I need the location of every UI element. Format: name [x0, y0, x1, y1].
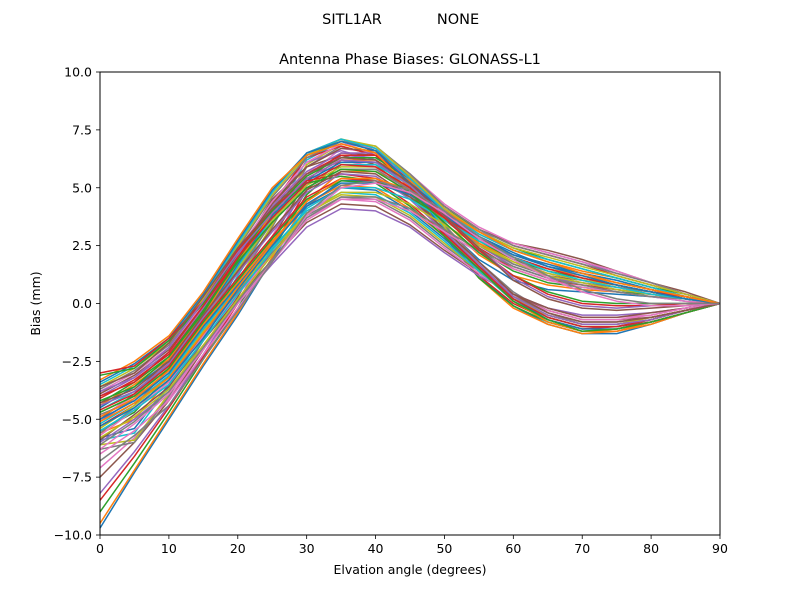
x-tick-label: 90 [712, 541, 728, 556]
series-line [99, 180, 720, 462]
x-tick-label: 60 [505, 541, 521, 556]
x-tick-label: 10 [161, 541, 177, 556]
y-tick-label: 5.0 [72, 180, 92, 195]
chart-title: Antenna Phase Biases: GLONASS-L1 [279, 52, 541, 68]
y-tick-label: −7.5 [62, 470, 92, 485]
x-tick-label: 50 [436, 541, 452, 556]
series-line [99, 156, 721, 388]
x-tick-label: 0 [96, 541, 104, 556]
x-tick-label: 30 [299, 541, 315, 556]
series-line [99, 198, 721, 437]
x-axis-label: Elvation angle (degrees) [333, 562, 486, 577]
y-tick-label: −10.0 [54, 528, 92, 543]
x-tick-label: 20 [230, 541, 246, 556]
x-tick-label: 70 [574, 541, 590, 556]
y-tick-label: 7.5 [72, 122, 92, 137]
y-axis-label: Bias (mm) [28, 271, 43, 335]
y-tick-label: −5.0 [62, 412, 92, 427]
y-tick-label: 10.0 [64, 65, 92, 80]
series-line [99, 159, 721, 393]
suptitle-left: SITL1AR [322, 12, 382, 28]
series-line [99, 187, 721, 432]
series-line [99, 196, 721, 446]
series-line [99, 170, 721, 404]
series-line [99, 138, 721, 388]
series-line [99, 163, 720, 397]
series-line [99, 191, 721, 439]
x-tick-label: 40 [368, 541, 384, 556]
series-line [99, 182, 721, 455]
plot-frame [99, 71, 721, 536]
y-tick-label: −2.5 [62, 354, 92, 369]
series-line [99, 182, 721, 427]
y-tick-label: 0.0 [72, 296, 92, 311]
suptitle-right: NONE [437, 12, 479, 28]
series-lines [99, 138, 721, 529]
x-axis-ticks: 0 10 20 30 40 50 60 70 80 90 [96, 535, 728, 556]
series-line [99, 180, 721, 413]
x-tick-label: 80 [643, 541, 659, 556]
y-axis-ticks: −10.0 −7.5 −5.0 −2.5 0.0 2.5 5.0 7.5 10.0 [54, 65, 100, 543]
y-tick-label: 2.5 [72, 238, 92, 253]
